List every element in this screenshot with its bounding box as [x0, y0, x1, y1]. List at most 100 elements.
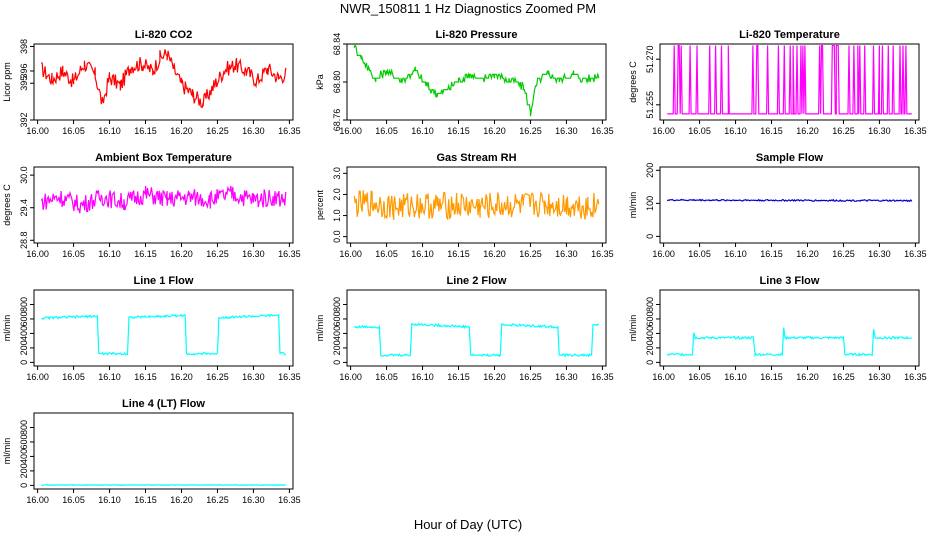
y-axis-label: degrees C	[2, 184, 12, 226]
x-tick-label: 16.15	[134, 495, 157, 505]
y-tick-label: 28.8	[19, 232, 29, 250]
x-tick-label: 16.15	[134, 126, 157, 136]
x-tick-label: 16.10	[98, 126, 121, 136]
y-tick-label: 0.0	[332, 230, 342, 243]
y-tick-label: 395	[19, 76, 29, 91]
y-axis-label: ml/min	[315, 315, 325, 342]
x-tick-label: 16.10	[411, 126, 434, 136]
x-tick-label: 16.05	[62, 495, 85, 505]
y-tick-label: 400	[19, 449, 29, 464]
x-tick-label: 16.10	[724, 372, 747, 382]
y-tick-label: 200	[645, 163, 655, 178]
x-tick-label: 16.00	[339, 126, 362, 136]
series-line-rh	[353, 190, 600, 221]
x-tick-label: 16.30	[242, 126, 265, 136]
y-tick-label: 600	[19, 434, 29, 449]
x-tick-label: 16.00	[652, 126, 675, 136]
y-tick-label: 68.84	[332, 33, 342, 56]
x-tick-label: 16.15	[760, 372, 783, 382]
x-tick-label: 16.30	[868, 126, 891, 136]
panel-8: Line 2 Flow ml/min 16.00 16.05 16.10 16.15 16.…	[315, 275, 614, 382]
series-line-sample	[666, 198, 913, 203]
y-tick-label: 0	[19, 483, 29, 488]
x-tick-label: 16.00	[339, 249, 362, 259]
x-tick-label: 16.35	[278, 126, 301, 136]
x-tick-label: 16.30	[242, 372, 265, 382]
y-tick-label: 30.0	[19, 166, 29, 184]
plot-frame	[659, 166, 920, 244]
x-tick-label: 16.00	[26, 249, 49, 259]
series-line-co2	[40, 49, 287, 109]
y-axis-label: Licor ppm	[2, 62, 12, 102]
x-tick-label: 16.00	[652, 249, 675, 259]
series-line-pressure	[353, 45, 600, 117]
panel-title: Ambient Box Temperature	[95, 152, 232, 164]
y-tick-label: 398	[19, 39, 29, 54]
x-tick-label: 16.05	[375, 372, 398, 382]
panel-title: Li-820 CO2	[135, 29, 192, 41]
series-line-line2	[353, 322, 599, 358]
x-tick-label: 16.00	[652, 372, 675, 382]
x-tick-label: 16.00	[26, 126, 49, 136]
x-tick-label: 16.35	[904, 372, 927, 382]
x-tick-label: 16.25	[832, 249, 855, 259]
series-line-ambient	[40, 185, 287, 214]
panel-title: Li-820 Pressure	[436, 29, 518, 41]
panel-1: Li-820 CO2 Licor ppm 16.00 16.05 16.10 16.15 1…	[2, 29, 301, 136]
y-tick-label: 400	[645, 326, 655, 341]
x-tick-label: 16.10	[411, 372, 434, 382]
y-tick-label: 68.80	[332, 71, 342, 94]
x-tick-label: 16.35	[278, 495, 301, 505]
y-tick-label: 0	[19, 360, 29, 365]
x-tick-label: 16.00	[26, 495, 49, 505]
y-axis-label: percent	[315, 189, 325, 220]
panel-6: Sample Flow ml/min 16.00 16.05 16.10 16.15 16.…	[628, 152, 927, 259]
y-tick-label: 600	[645, 311, 655, 326]
x-tick-label: 16.20	[483, 372, 506, 382]
x-tick-label: 16.05	[375, 249, 398, 259]
x-tick-label: 16.25	[206, 495, 229, 505]
plot-frame	[659, 289, 920, 367]
panel-10: Line 4 (LT) Flow ml/min 16.00 16.05 16.10 16.…	[2, 398, 301, 505]
x-tick-label: 16.35	[904, 249, 927, 259]
series-line-line1	[41, 313, 286, 356]
x-tick-label: 16.05	[688, 126, 711, 136]
x-tick-label: 16.20	[796, 126, 819, 136]
y-tick-label: 600	[19, 311, 29, 326]
y-tick-label: 0	[332, 360, 342, 365]
x-tick-label: 16.25	[206, 372, 229, 382]
x-tick-label: 16.25	[206, 249, 229, 259]
panel-title: Li-820 Temperature	[739, 29, 840, 41]
x-tick-label: 16.35	[278, 372, 301, 382]
x-tick-label: 16.00	[339, 372, 362, 382]
x-tick-label: 16.30	[868, 249, 891, 259]
y-tick-label: 3.0	[332, 167, 342, 180]
x-tick-label: 16.00	[26, 372, 49, 382]
x-tick-label: 16.10	[98, 249, 121, 259]
x-tick-label: 16.15	[760, 126, 783, 136]
y-tick-label: 800	[332, 297, 342, 312]
x-tick-label: 16.30	[555, 249, 578, 259]
x-tick-label: 16.30	[555, 126, 578, 136]
y-tick-label: 400	[19, 326, 29, 341]
panel-2: Li-820 Pressure kPa 16.00 16.05 16.10 16.15 16…	[315, 29, 614, 136]
y-tick-label: 200	[645, 340, 655, 355]
x-tick-label: 16.25	[832, 126, 855, 136]
x-tick-label: 16.35	[591, 249, 614, 259]
y-tick-label: 396	[19, 63, 29, 78]
x-tick-label: 16.05	[62, 126, 85, 136]
y-tick-label: 800	[19, 420, 29, 435]
x-tick-label: 16.30	[868, 372, 891, 382]
x-tick-label: 16.20	[796, 249, 819, 259]
panel-5: Gas Stream RH percent 16.00 16.05 16.10 16.15…	[315, 152, 614, 259]
x-tick-label: 16.25	[206, 126, 229, 136]
panel-title: Line 1 Flow	[134, 275, 194, 287]
y-tick-label: 800	[645, 297, 655, 312]
x-tick-label: 16.20	[170, 126, 193, 136]
x-tick-label: 16.35	[904, 126, 927, 136]
y-tick-label: 200	[19, 340, 29, 355]
panel-4: Ambient Box Temperature degrees C 16.00 16.…	[2, 152, 301, 259]
x-tick-label: 16.35	[591, 372, 614, 382]
plot-frame	[33, 412, 294, 490]
